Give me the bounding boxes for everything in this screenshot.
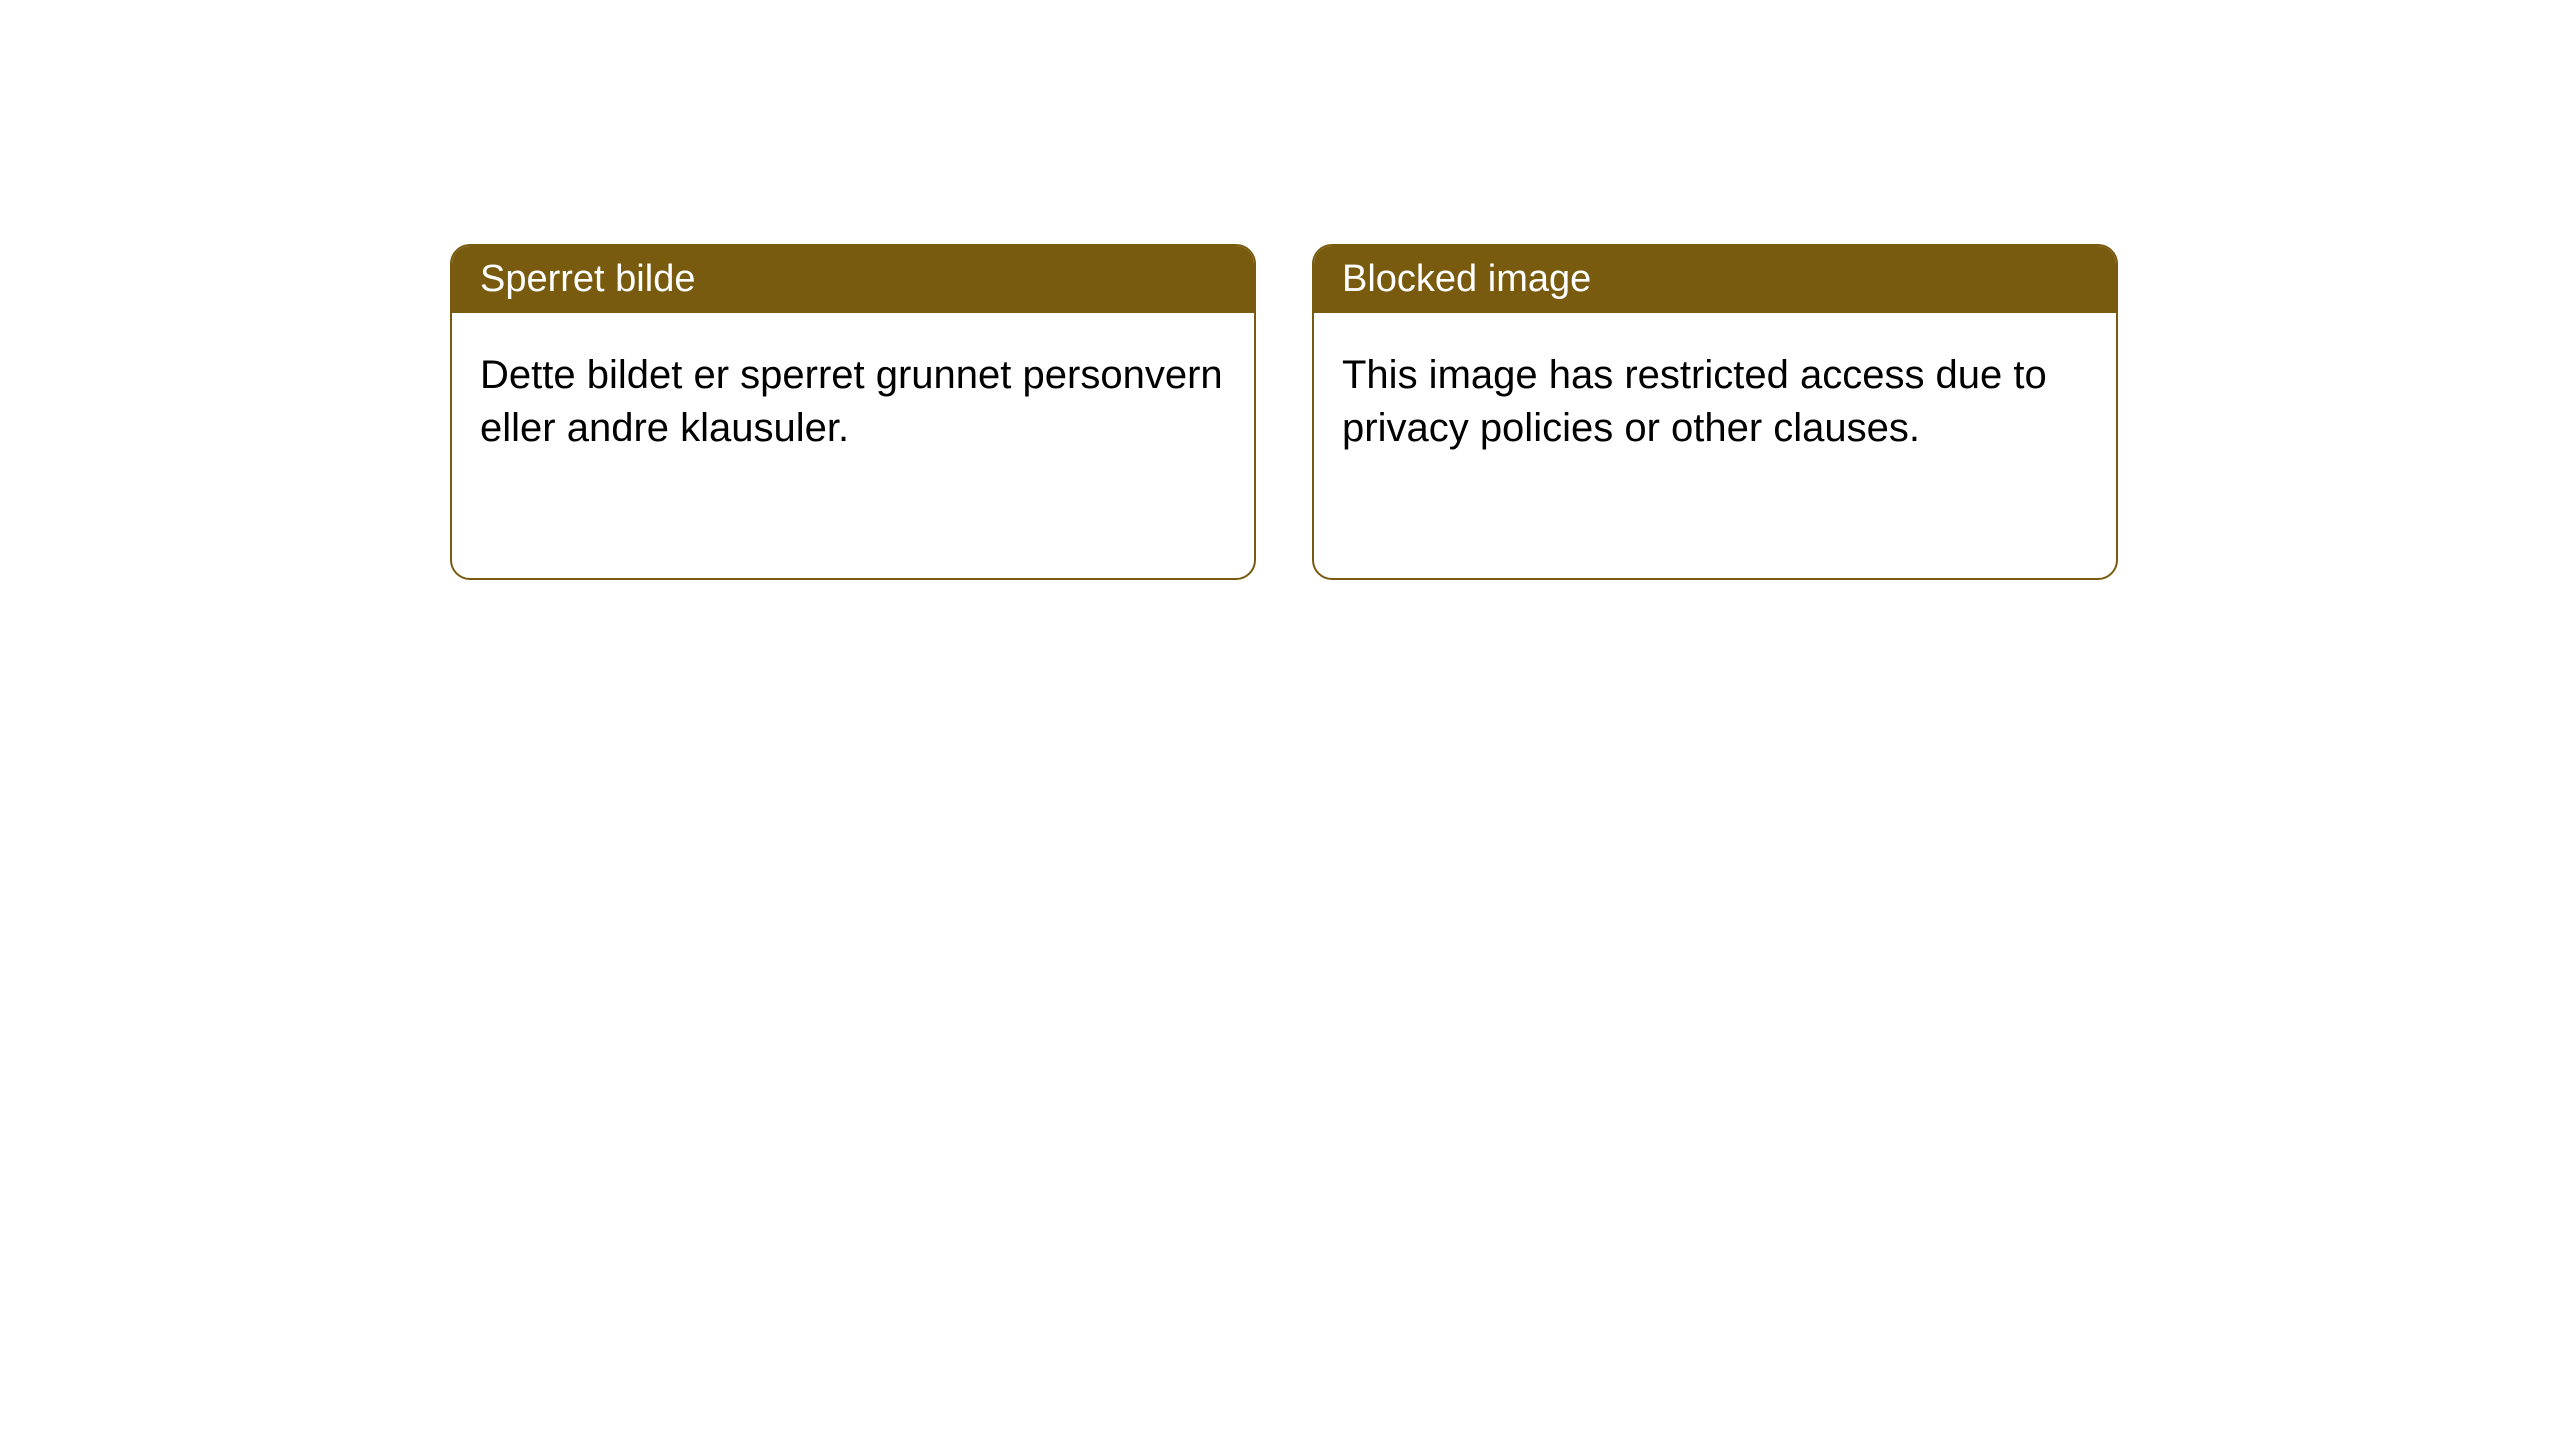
notice-title-norwegian: Sperret bilde	[480, 258, 695, 300]
notice-body-english: This image has restricted access due to …	[1314, 313, 2116, 491]
notice-body-norwegian: Dette bildet er sperret grunnet personve…	[452, 313, 1254, 491]
notice-card-english: Blocked image This image has restricted …	[1312, 244, 2118, 580]
notice-card-norwegian: Sperret bilde Dette bildet er sperret gr…	[450, 244, 1256, 580]
notice-title-english: Blocked image	[1342, 258, 1591, 300]
notice-header-english: Blocked image	[1314, 246, 2116, 313]
notice-text-english: This image has restricted access due to …	[1342, 353, 2047, 450]
notice-text-norwegian: Dette bildet er sperret grunnet personve…	[480, 353, 1223, 450]
notice-header-norwegian: Sperret bilde	[452, 246, 1254, 313]
notice-container: Sperret bilde Dette bildet er sperret gr…	[450, 244, 2118, 580]
